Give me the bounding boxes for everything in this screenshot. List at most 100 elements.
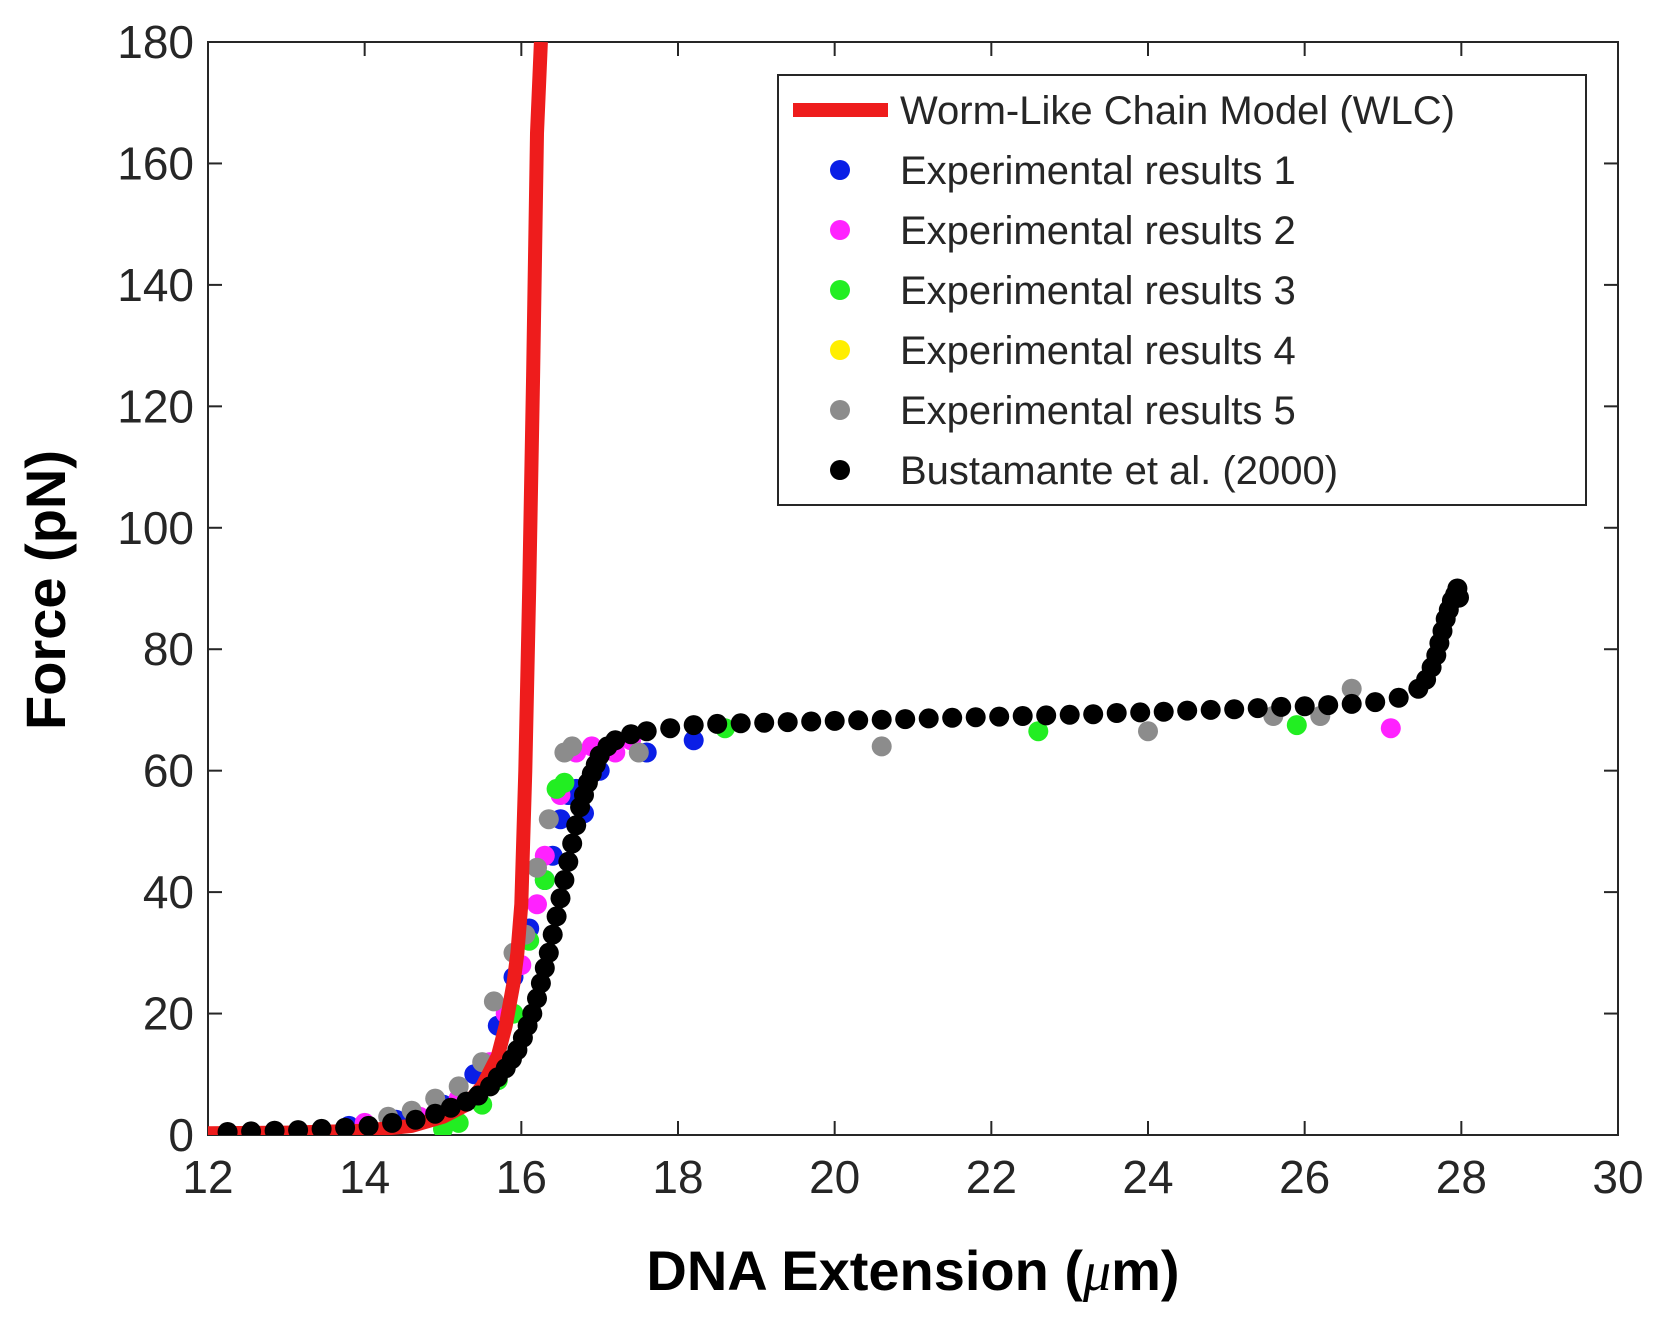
x-tick-label: 14: [339, 1151, 390, 1203]
series-6-point: [1271, 696, 1292, 717]
series-6-point: [1106, 703, 1127, 723]
series-1-point: [683, 730, 704, 751]
series-6-point: [1059, 704, 1080, 725]
series-6-point: [382, 1112, 403, 1133]
series-6-point: [605, 730, 626, 751]
series-5-point: [562, 736, 583, 757]
series-6-point: [871, 709, 892, 730]
series-5-point: [483, 991, 504, 1012]
series-5-point: [1138, 721, 1158, 742]
series-6-point: [1012, 706, 1033, 726]
x-axis-label: DNA Extension (μm): [646, 1239, 1179, 1303]
series-6-point: [217, 1122, 238, 1135]
series-6-point: [754, 712, 775, 733]
series-6-point: [425, 1103, 446, 1124]
series-6-point: [566, 815, 587, 836]
x-tick-label: 26: [1279, 1151, 1330, 1203]
legend-dot-swatch: [830, 340, 850, 360]
legend-entry-label: Experimental results 3: [900, 269, 1296, 313]
legend-dot-swatch: [830, 160, 850, 180]
series-6-point: [730, 713, 751, 734]
series-6-point: [546, 906, 567, 927]
legend-dot-swatch: [830, 220, 850, 240]
series-5-point: [527, 857, 547, 878]
x-tick-label: 12: [182, 1151, 233, 1203]
series-2-point: [527, 894, 547, 915]
series-6-point: [550, 888, 571, 909]
series-6-point: [918, 708, 939, 729]
series-6-point: [527, 988, 547, 1009]
series-5-point: [871, 736, 892, 757]
series-6-point: [801, 711, 822, 732]
series-6-point: [824, 710, 845, 731]
series-6-point: [621, 724, 641, 745]
series-6-point: [1318, 695, 1339, 716]
series-6-point: [440, 1097, 461, 1118]
legend-dot-swatch: [830, 460, 850, 480]
series-6-point: [1388, 687, 1409, 708]
series-6-point: [335, 1117, 356, 1135]
series-6-point: [895, 709, 916, 730]
y-tick-label: 100: [117, 502, 194, 554]
series-6-point: [1294, 696, 1315, 717]
series-6-point: [1365, 692, 1386, 713]
x-axis-label-suffix: m): [1111, 1239, 1179, 1302]
y-tick-label: 140: [117, 259, 194, 311]
series-6-point: [1177, 700, 1198, 721]
series-3-point: [554, 772, 575, 793]
legend-entry-label: Experimental results 1: [900, 149, 1296, 193]
series-6-point: [636, 721, 657, 742]
y-tick-label: 40: [143, 866, 194, 918]
series-6-point: [777, 712, 798, 733]
legend-entry-label: Worm-Like Chain Model (WLC): [900, 89, 1455, 133]
series-6-point: [848, 710, 869, 731]
legend-entry-label: Experimental results 2: [900, 209, 1296, 253]
series-6-point: [542, 924, 563, 945]
series-6-point: [530, 973, 551, 994]
y-tick-label: 0: [168, 1109, 194, 1161]
series-5-point: [1341, 678, 1362, 699]
legend-dot-swatch: [830, 400, 850, 420]
x-axis-label-prefix: DNA Extension (: [646, 1239, 1083, 1302]
series-layer: [208, 42, 1469, 1135]
legend-entry-label: Experimental results 4: [900, 329, 1296, 373]
series-6-point: [1130, 702, 1151, 723]
series-6-point: [358, 1115, 379, 1135]
x-tick-label: 18: [652, 1151, 703, 1203]
series-6-point: [1341, 693, 1362, 714]
series-6-point: [288, 1120, 309, 1135]
x-tick-label: 30: [1592, 1151, 1643, 1203]
legend-dot-swatch: [830, 280, 850, 300]
series-6-point: [522, 1003, 543, 1024]
series-6-point: [1224, 699, 1245, 720]
y-tick-label: 20: [143, 988, 194, 1040]
series-6-point: [241, 1121, 262, 1135]
series-6-point: [562, 833, 583, 854]
series-6-point: [989, 706, 1010, 727]
y-tick-label: 120: [117, 380, 194, 432]
series-2-point: [1380, 718, 1401, 739]
series-6-point: [405, 1109, 426, 1130]
legend: Worm-Like Chain Model (WLC) Experimental …: [777, 74, 1587, 506]
series-6-point: [1083, 704, 1104, 725]
series-6-point: [558, 851, 579, 872]
x-tick-label: 24: [1122, 1151, 1173, 1203]
series-6-point: [311, 1118, 332, 1135]
y-tick-label: 80: [143, 623, 194, 675]
series-3-point: [1028, 721, 1049, 742]
x-tick-label: 22: [966, 1151, 1017, 1203]
series-6-point: [534, 958, 555, 978]
series-6-point: [707, 713, 728, 734]
x-tick-label: 16: [496, 1151, 547, 1203]
series-6-point: [538, 942, 559, 963]
legend-entry-label: Experimental results 5: [900, 389, 1296, 433]
series-5-point: [538, 809, 559, 830]
x-axis-label-unit: μ: [1082, 1241, 1111, 1303]
y-tick-label: 160: [117, 137, 194, 189]
series-6-point: [1153, 701, 1174, 722]
series-6-point: [1247, 698, 1268, 719]
series-5-point: [628, 742, 649, 763]
legend-box: [777, 74, 1587, 506]
series-6-point: [1449, 587, 1469, 608]
